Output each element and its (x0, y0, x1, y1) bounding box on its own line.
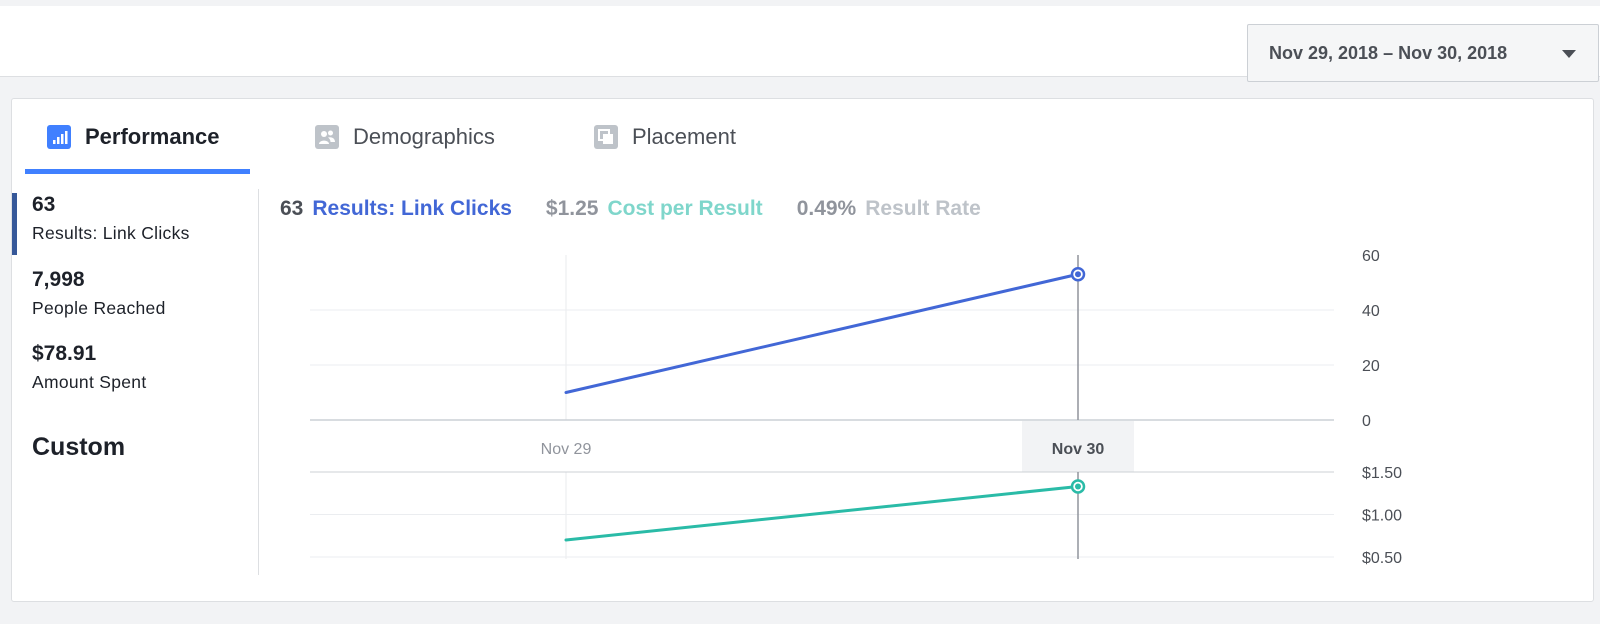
y-tick-label: 0 (1362, 413, 1371, 430)
cost-series-line (564, 484, 1080, 542)
metric-results[interactable]: 63 Results: Link Clicks (12, 193, 257, 259)
metric-amount-spent-value: $78.91 (32, 342, 97, 365)
y-tick-label: 60 (1362, 248, 1380, 265)
x-tick-label: Nov 29 (541, 441, 592, 458)
cost-series-point-dot (1075, 483, 1081, 490)
tab-performance[interactable]: Performance (47, 119, 220, 155)
tab-placement-label: Placement (632, 124, 736, 149)
x-tick-label: Nov 30 (1052, 441, 1105, 458)
metric-people-reached[interactable]: 7,998 People Reached (12, 268, 257, 334)
date-range-label: Nov 29, 2018 – Nov 30, 2018 (1269, 42, 1508, 63)
metric-amount-spent-label: Amount Spent (32, 372, 147, 392)
people-icon (315, 125, 339, 149)
insights-card: Performance Demographics Placement 63 Re… (11, 98, 1594, 602)
tab-demographics-label: Demographics (353, 124, 495, 149)
placement-icon (594, 125, 618, 149)
y-tick-label: 20 (1362, 358, 1380, 375)
chart-summary: 63 Results: Link Clicks $1.25 Cost per R… (280, 197, 981, 223)
summary-cost-label[interactable]: Cost per Result (607, 197, 763, 220)
bar-chart-icon (47, 125, 71, 149)
summary-cost-value: $1.25 (545, 197, 599, 220)
top-bar: Nov 29, 2018 – Nov 30, 2018 (0, 6, 1600, 82)
y-tick-label: $0.50 (1362, 550, 1402, 567)
tab-performance-label: Performance (85, 124, 220, 149)
metric-people-reached-value: 7,998 (32, 268, 85, 291)
performance-chart: 60 40 20 0 $1.50 $1.00 $0.50 Nov 29 Nov 30 (310, 248, 1402, 567)
caret-down-icon (1562, 50, 1576, 58)
panel-divider (258, 189, 259, 575)
summary-results-value: 63 (280, 197, 304, 220)
metric-results-label: Results: Link Clicks (32, 223, 190, 243)
tab-placement[interactable]: Placement (594, 119, 736, 155)
y-tick-label: $1.00 (1362, 508, 1402, 525)
summary-rate-value: 0.49% (796, 197, 857, 220)
y-tick-label: 40 (1362, 303, 1380, 320)
tab-demographics[interactable]: Demographics (315, 119, 495, 155)
y-tick-label: $1.50 (1362, 465, 1402, 482)
metric-amount-spent[interactable]: $78.91 Amount Spent (12, 342, 257, 408)
metric-people-reached-label: People Reached (32, 298, 166, 318)
active-tab-indicator (25, 169, 250, 174)
summary-rate-label[interactable]: Result Rate (865, 197, 981, 220)
results-series-point-dot (1075, 271, 1081, 278)
metric-results-value: 63 (32, 193, 56, 216)
results-series-line (564, 272, 1080, 394)
custom-section-title: Custom (32, 433, 126, 461)
summary-results-label[interactable]: Results: Link Clicks (312, 197, 512, 220)
highlight-band (1022, 421, 1134, 472)
date-range-dropdown[interactable]: Nov 29, 2018 – Nov 30, 2018 (1247, 24, 1599, 82)
